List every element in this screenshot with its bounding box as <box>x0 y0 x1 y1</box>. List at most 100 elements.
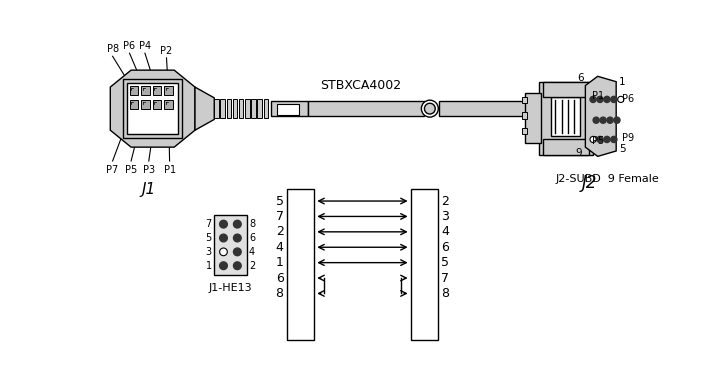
Circle shape <box>233 248 241 256</box>
Circle shape <box>220 262 227 270</box>
Text: 1: 1 <box>276 256 283 269</box>
Text: 8: 8 <box>249 219 255 229</box>
Text: 8: 8 <box>276 287 283 300</box>
Text: P2: P2 <box>161 45 173 56</box>
Bar <box>263 100 268 118</box>
Bar <box>439 101 539 116</box>
Text: 3: 3 <box>441 210 449 223</box>
Text: 5: 5 <box>276 194 283 207</box>
Circle shape <box>590 136 596 143</box>
Circle shape <box>607 117 613 123</box>
Circle shape <box>618 96 624 102</box>
Bar <box>164 100 173 109</box>
Bar <box>233 100 237 118</box>
Text: J2: J2 <box>581 174 597 192</box>
Text: 2: 2 <box>249 261 255 271</box>
Bar <box>226 100 231 118</box>
Text: 9: 9 <box>575 148 583 158</box>
Text: 4: 4 <box>276 241 283 254</box>
Bar <box>271 101 308 116</box>
Bar <box>124 80 182 138</box>
Text: P4: P4 <box>139 41 151 51</box>
Bar <box>129 100 138 109</box>
Bar <box>411 189 438 339</box>
Circle shape <box>220 248 227 256</box>
Circle shape <box>604 96 610 102</box>
Bar <box>141 86 149 95</box>
Text: 8: 8 <box>441 287 449 300</box>
Polygon shape <box>110 70 195 147</box>
Text: 6: 6 <box>577 73 584 83</box>
Text: STBXCA4002: STBXCA4002 <box>320 79 401 92</box>
Text: P5: P5 <box>591 136 604 146</box>
Text: 6: 6 <box>249 233 255 243</box>
Bar <box>522 128 527 134</box>
Text: 6: 6 <box>441 241 449 254</box>
Text: J2-SUBD  9 Female: J2-SUBD 9 Female <box>555 174 659 184</box>
Bar <box>153 86 161 95</box>
Text: 2: 2 <box>441 194 449 207</box>
Bar <box>257 100 262 118</box>
Bar <box>221 100 225 118</box>
Bar <box>127 83 178 134</box>
Bar <box>129 86 138 95</box>
Circle shape <box>424 103 436 114</box>
Text: 1: 1 <box>619 77 626 87</box>
Circle shape <box>610 96 617 102</box>
Text: 1: 1 <box>206 261 212 271</box>
Circle shape <box>600 117 606 123</box>
Text: P1: P1 <box>591 91 603 101</box>
Bar <box>522 113 527 119</box>
Polygon shape <box>195 87 214 130</box>
Text: 5: 5 <box>441 256 449 269</box>
Text: P7: P7 <box>106 165 119 175</box>
Circle shape <box>233 220 241 228</box>
Circle shape <box>597 136 603 143</box>
Circle shape <box>593 117 599 123</box>
Text: 6: 6 <box>276 272 283 285</box>
Polygon shape <box>585 76 616 156</box>
Bar <box>214 100 219 118</box>
Text: 4: 4 <box>249 247 255 257</box>
Bar <box>251 100 256 118</box>
Circle shape <box>220 234 227 242</box>
Bar <box>550 97 580 136</box>
Text: P3: P3 <box>143 165 155 175</box>
Bar <box>543 140 589 155</box>
Text: P6: P6 <box>124 41 136 51</box>
Text: 7: 7 <box>441 272 449 285</box>
Bar <box>164 86 173 95</box>
Bar <box>539 82 593 155</box>
Circle shape <box>597 96 603 102</box>
Bar <box>141 100 149 109</box>
Circle shape <box>220 220 227 228</box>
Text: 7: 7 <box>276 210 283 223</box>
Text: 5: 5 <box>206 233 212 243</box>
Bar <box>245 100 250 118</box>
Bar <box>287 189 314 339</box>
Text: J1: J1 <box>141 182 156 197</box>
Circle shape <box>590 96 596 102</box>
Bar <box>526 93 540 143</box>
Bar <box>153 100 161 109</box>
Circle shape <box>233 262 241 270</box>
Circle shape <box>421 100 438 117</box>
Bar <box>277 104 299 115</box>
Bar <box>543 82 589 97</box>
Text: P5: P5 <box>125 165 137 175</box>
Circle shape <box>610 136 617 143</box>
Text: 3: 3 <box>206 247 212 257</box>
Text: P1: P1 <box>164 165 176 175</box>
Text: P8: P8 <box>106 44 119 54</box>
Bar <box>308 101 423 116</box>
Bar <box>239 100 243 118</box>
Circle shape <box>233 234 241 242</box>
Text: J1-HE13: J1-HE13 <box>208 283 252 293</box>
Circle shape <box>604 136 610 143</box>
Text: 5: 5 <box>619 144 626 154</box>
Bar <box>214 215 246 275</box>
Text: 4: 4 <box>441 225 449 238</box>
Text: 7: 7 <box>206 219 212 229</box>
Text: P9: P9 <box>623 133 635 143</box>
Text: P6: P6 <box>623 94 635 104</box>
